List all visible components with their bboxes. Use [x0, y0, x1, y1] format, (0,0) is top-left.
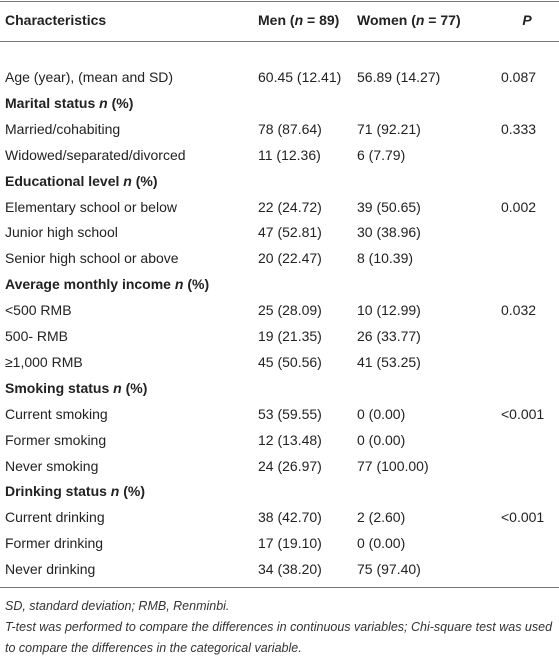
cell-value: 0 (0.00)	[357, 535, 406, 552]
header-text: Women (	[357, 12, 416, 28]
row-label: 500- RMB	[5, 328, 69, 344]
header-text: Men (	[258, 12, 295, 28]
row-label: <500 RMB	[5, 302, 72, 319]
cell-value: 17 (19.10)	[258, 535, 322, 552]
cell-value: 20 (22.47)	[258, 250, 322, 267]
cell-value: 30 (38.96)	[357, 224, 421, 241]
top-rule	[0, 1, 559, 2]
cell-value: 2 (2.60)	[357, 509, 406, 526]
row-label: ≥1,000 RMB	[5, 353, 83, 370]
row-label: Current smoking	[5, 405, 108, 422]
section-text: (%)	[107, 94, 134, 111]
section-header: Drinking status n (%)	[5, 482, 145, 500]
cell-value: 24 (26.97)	[258, 457, 322, 474]
cell-value: <0.001	[501, 405, 545, 422]
cell-value: 41 (53.25)	[357, 353, 421, 370]
cell-value: 47 (52.81)	[258, 224, 322, 241]
cell-value: 75 (97.40)	[357, 561, 421, 578]
header-cell: Men (n = 89)	[258, 11, 339, 29]
cell-value: 53 (59.55)	[258, 405, 322, 422]
section-variable: n	[174, 276, 184, 293]
row-label: Married/cohabiting	[5, 120, 121, 137]
cell-value: 6 (7.79)	[357, 146, 406, 163]
cell-value: 39 (50.65)	[357, 198, 421, 215]
cell-value: 78 (87.64)	[258, 120, 322, 137]
cell-value: 38 (42.70)	[258, 509, 322, 526]
cell-value: 11 (12.36)	[258, 146, 321, 163]
header-text: = 77)	[424, 12, 461, 28]
cell-value: 26 (33.77)	[357, 328, 421, 344]
row-label: Current drinking	[5, 509, 105, 526]
row-label: Former smoking	[5, 431, 107, 448]
row-label: Former drinking	[5, 535, 104, 552]
header-variable: n	[294, 12, 304, 28]
row-label: Never smoking	[5, 457, 99, 474]
bottom-rule	[0, 587, 559, 588]
section-text: (%)	[119, 483, 146, 500]
section-text: Educational level	[5, 172, 120, 189]
section-variable: n	[123, 172, 132, 189]
section-header: Average monthly income n (%)	[5, 275, 209, 293]
cell-value: 10 (12.99)	[357, 302, 421, 319]
section-text: (%)	[183, 276, 210, 293]
cell-value: 12 (13.48)	[258, 431, 322, 448]
cell-value: 25 (28.09)	[258, 302, 322, 319]
cell-value: 22 (24.72)	[258, 198, 322, 215]
section-text: Smoking status	[5, 379, 110, 396]
cell-value: 56.89 (14.27)	[357, 69, 441, 85]
cell-value: 0 (0.00)	[357, 431, 406, 448]
row-label: Junior high school	[5, 224, 118, 241]
section-text: Average monthly income	[5, 276, 171, 293]
cell-value: 0 (0.00)	[357, 405, 406, 422]
cell-value: 0.087	[501, 69, 537, 85]
cell-value: 77 (100.00)	[357, 457, 429, 474]
cell-value: 8 (10.39)	[357, 250, 414, 267]
cell-value: 60.45 (12.41)	[258, 69, 342, 85]
header-cell: P	[522, 12, 532, 28]
row-label: Age (year), (mean and SD)	[5, 69, 174, 85]
header-cell: Characteristics	[5, 12, 107, 28]
header-variable: n	[415, 12, 425, 28]
row-label: Never drinking	[5, 561, 96, 578]
section-variable: n	[110, 483, 120, 500]
row-label: Senior high school or above	[5, 250, 179, 267]
cell-value: 0.032	[501, 302, 537, 319]
header-text: = 89)	[303, 12, 340, 28]
section-variable: n	[99, 94, 108, 111]
cell-value: 34 (38.20)	[258, 561, 322, 578]
header-rule	[0, 41, 559, 42]
section-header: Educational level n (%)	[5, 172, 158, 190]
section-header: Marital status n (%)	[5, 94, 133, 112]
footnote: SD, standard deviation; RMB, Renminbi.	[5, 599, 230, 613]
section-variable: n	[113, 379, 122, 396]
header-cell: Women (n = 77)	[357, 11, 461, 29]
cell-value: 71 (92.21)	[357, 120, 421, 137]
section-text: (%)	[121, 379, 148, 396]
section-text: Drinking status	[5, 483, 107, 500]
cell-value: 0.333	[501, 120, 537, 137]
cell-value: 0.002	[501, 198, 537, 215]
footnote: T-test was performed to compare the diff…	[5, 620, 553, 655]
section-header: Smoking status n (%)	[5, 379, 147, 397]
row-label: Elementary school or below	[5, 198, 177, 215]
section-text: Marital status	[5, 94, 96, 111]
cell-value: <0.001	[501, 509, 545, 526]
row-label: Widowed/separated/divorced	[5, 146, 186, 163]
section-text: (%)	[131, 172, 158, 189]
cell-value: 45 (50.56)	[258, 353, 322, 370]
cell-value: 19 (21.35)	[258, 328, 322, 344]
